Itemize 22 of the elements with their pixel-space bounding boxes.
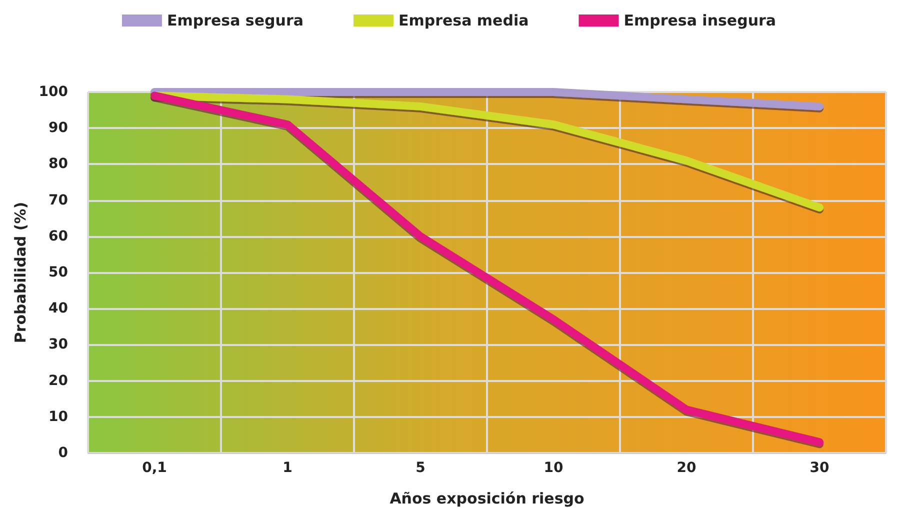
y-axis-title: Probabilidad (%) [11, 202, 30, 344]
y-tick-label: 90 [48, 120, 68, 136]
y-tick-label: 40 [48, 300, 68, 317]
x-tick-label: 10 [544, 460, 564, 476]
y-tick-label: 10 [48, 408, 68, 425]
legend-label: Empresa segura [166, 12, 304, 30]
y-tick-label: 100 [38, 84, 68, 100]
x-axis-title: Años exposición riesgo [390, 490, 584, 508]
x-tick-label: 30 [810, 460, 830, 476]
y-tick-label: 80 [48, 156, 68, 172]
legend-label: Empresa media [398, 12, 529, 30]
y-tick-label: 20 [48, 372, 68, 389]
y-tick-label: 70 [48, 192, 68, 208]
x-tick-label: 0,1 [142, 460, 167, 476]
legend-label: Empresa insegura [624, 12, 776, 30]
x-tick-label: 1 [282, 460, 292, 476]
y-tick-label: 50 [48, 264, 68, 280]
x-tick-label: 20 [676, 460, 696, 476]
y-tick-label: 0 [58, 445, 68, 461]
y-tick-label: 60 [48, 228, 68, 244]
y-tick-label: 30 [48, 336, 68, 353]
x-tick-label: 5 [416, 460, 426, 476]
